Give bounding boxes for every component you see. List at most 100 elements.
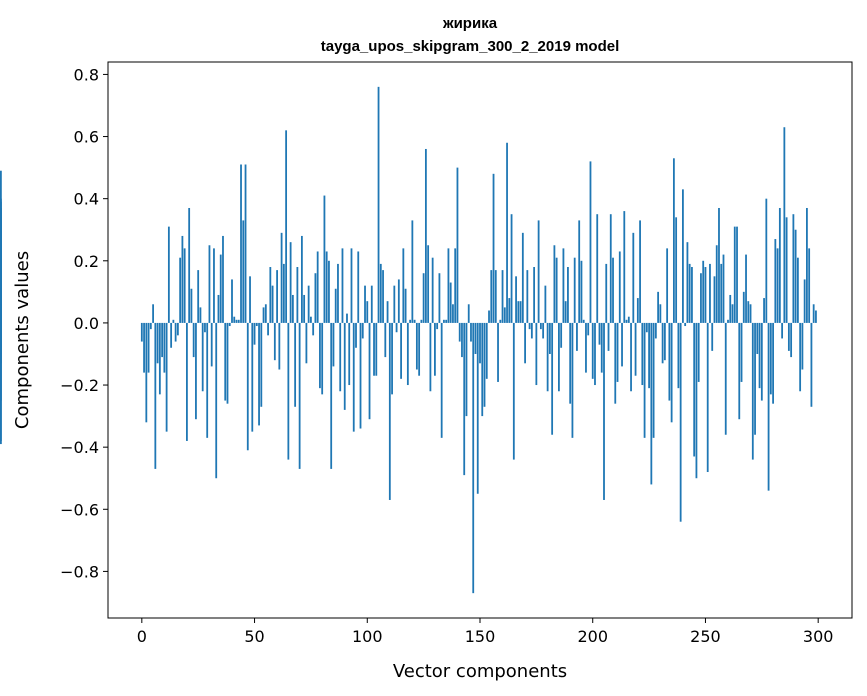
bar [386, 301, 389, 323]
bar [280, 232, 283, 323]
bar [526, 270, 529, 323]
bar [645, 322, 648, 333]
bar [745, 254, 747, 323]
bar [445, 319, 448, 323]
bar [510, 214, 513, 323]
bar [307, 285, 310, 323]
y-tick-label: 0.2 [74, 252, 99, 271]
bar [276, 270, 278, 323]
bar [790, 322, 793, 358]
bar [404, 288, 407, 323]
bar [605, 263, 608, 323]
bar [352, 322, 355, 432]
bar [503, 307, 506, 323]
bar [704, 267, 707, 323]
chart-title: жирика [442, 15, 498, 32]
bar [213, 248, 215, 323]
bar [530, 322, 533, 339]
bar [472, 322, 475, 594]
bar [406, 322, 409, 386]
bar [792, 214, 795, 323]
bar [165, 322, 168, 432]
bar [260, 322, 263, 407]
bar [199, 307, 202, 323]
bar [228, 322, 231, 327]
bar [300, 235, 303, 323]
bar [657, 291, 660, 323]
bar [323, 195, 326, 323]
bar [269, 267, 272, 323]
bar [747, 301, 750, 323]
bar [700, 273, 702, 323]
bar [686, 242, 689, 323]
bar [467, 304, 470, 323]
bar [197, 270, 200, 323]
bar [630, 322, 632, 392]
bar [785, 217, 788, 323]
bar [370, 285, 373, 323]
bar [742, 291, 745, 323]
bar [176, 322, 179, 336]
bar [542, 322, 545, 339]
bar [569, 322, 572, 404]
bar [618, 251, 621, 323]
bar [438, 273, 441, 323]
bar [163, 322, 166, 373]
bar [652, 322, 655, 438]
bar [373, 322, 375, 376]
bar [255, 322, 258, 327]
bar [458, 322, 461, 342]
bar [553, 245, 556, 323]
bar [587, 322, 590, 336]
bar [364, 285, 366, 323]
bar [558, 322, 560, 392]
y-tick-label: −0.4 [60, 438, 99, 457]
bar [767, 322, 770, 491]
bar [174, 322, 177, 342]
bar [641, 322, 644, 386]
bar [776, 248, 779, 323]
bar [170, 322, 173, 348]
bar [607, 322, 610, 351]
bar [675, 217, 678, 323]
bar [154, 322, 157, 469]
bar [0, 322, 2, 354]
bar [736, 226, 738, 323]
bar [222, 235, 224, 323]
bar [627, 316, 630, 323]
bar [803, 279, 806, 323]
bar [226, 322, 229, 404]
bar [672, 158, 675, 323]
bar [774, 239, 777, 323]
bar [314, 273, 317, 323]
bar [778, 207, 781, 323]
bar [501, 270, 504, 323]
bar [237, 319, 240, 323]
bar [334, 288, 337, 323]
bar [377, 86, 380, 323]
bar [397, 279, 400, 323]
bar [585, 322, 587, 373]
bar [463, 322, 466, 476]
bar [603, 322, 605, 500]
bar [506, 142, 508, 323]
y-tick-label: 0.4 [74, 190, 99, 209]
bar [772, 322, 774, 404]
bar [476, 322, 479, 494]
bar [240, 164, 242, 323]
bar [328, 260, 330, 323]
bar [258, 322, 260, 426]
bar [625, 319, 628, 323]
bar [465, 322, 468, 417]
bar [718, 207, 720, 323]
bar [815, 310, 817, 323]
bar [267, 322, 269, 336]
bar [781, 322, 784, 339]
bar [461, 322, 463, 358]
bar [415, 322, 418, 370]
bar [341, 248, 344, 323]
x-axis-ticks: 0 50 100 150 200 250 300 [137, 618, 833, 646]
bar [330, 322, 333, 469]
bar [246, 322, 249, 451]
bar [738, 322, 741, 420]
